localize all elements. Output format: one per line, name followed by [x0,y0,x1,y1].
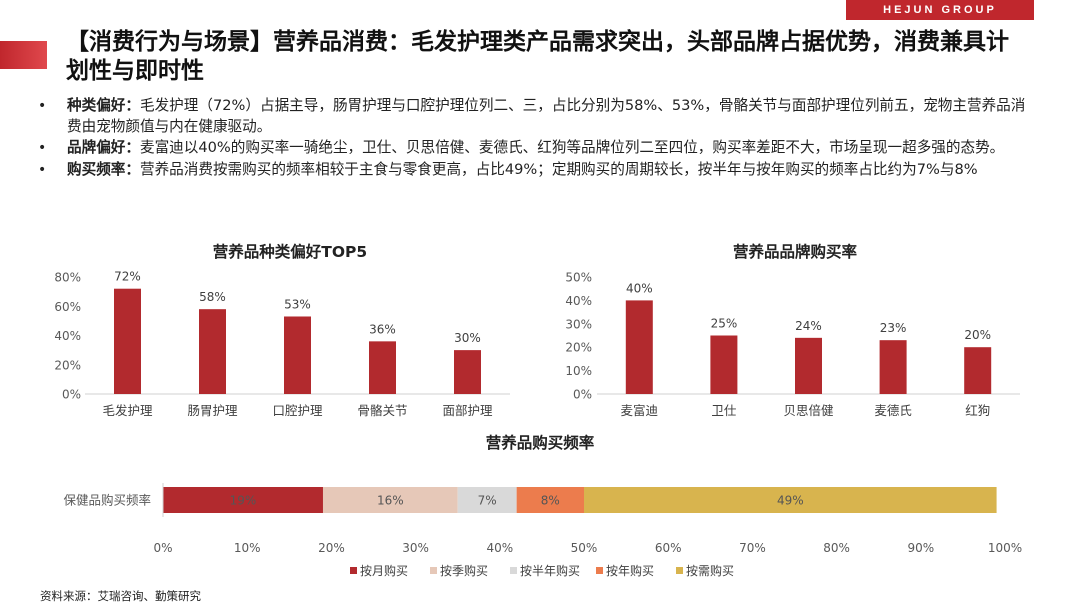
bar [964,347,992,394]
data-label: 20% [964,328,991,342]
bar [284,316,311,394]
chart-title: 营养品品牌购买率 [733,242,858,261]
legend-label: 按年购买 [606,563,654,578]
bullet-list: 种类偏好：毛发护理（72%）占据主导，肠胃护理与口腔护理位列二、三，占比分别为5… [38,96,1038,181]
bullet-label: 品牌偏好： [67,139,140,156]
bar [795,337,822,394]
x-tick-label: 肠胃护理 [187,403,238,418]
data-label: 24% [795,319,822,333]
bullet-label: 种类偏好： [67,97,140,114]
x-tick-label: 麦富迪 [621,403,659,418]
bar [625,300,653,394]
x-tick-label: 70% [739,541,766,555]
y-tick-label: 30% [565,317,592,331]
y-tick-label: 0% [573,388,592,402]
bar [454,350,481,394]
segment-label: 7% [478,494,497,508]
x-tick-label: 毛发护理 [102,403,153,418]
legend-swatch [350,567,357,574]
data-label: 72% [114,270,141,284]
y-tick-label: 0% [62,388,81,402]
bar [710,335,738,394]
data-label: 53% [284,297,311,311]
x-tick-label: 90% [907,541,934,555]
bullet-item: 种类偏好：毛发护理（72%）占据主导，肠胃护理与口腔护理位列二、三，占比分别为5… [38,96,1038,137]
x-tick-label: 50% [571,541,598,555]
y-tick-label: 20% [565,341,592,355]
bullet-item: 品牌偏好：麦富迪以40%的购买率一骑绝尘，卫仕、贝思倍健、麦德氏、红狗等品牌位列… [38,138,1038,159]
x-tick-label: 骨骼关节 [357,403,407,418]
x-tick-label: 麦德氏 [874,403,912,418]
y-tick-label: 40% [54,329,81,343]
x-tick-label: 口腔护理 [272,403,323,418]
x-tick-label: 80% [823,541,850,555]
x-tick-label: 60% [655,541,682,555]
x-tick-label: 40% [486,541,513,555]
x-tick-label: 卫仕 [711,403,737,418]
data-label: 30% [454,331,481,345]
segment-label: 19% [230,494,257,508]
brand-logo: HEJUN GROUP [846,0,1034,20]
bar [199,309,226,394]
bar [879,340,907,394]
legend-label: 按季购买 [440,563,488,578]
x-tick-label: 0% [153,541,172,555]
legend-swatch [430,567,437,574]
stacked-segment [584,487,997,513]
stacked-segment [457,487,517,513]
legend-label: 按月购买 [360,563,408,578]
segment-label: 49% [777,494,804,508]
data-label: 25% [711,317,738,331]
data-label: 58% [199,290,226,304]
bullet-text: 毛发护理（72%）占据主导，肠胃护理与口腔护理位列二、三，占比分别为58%、53… [67,97,1026,135]
title-accent-bar [0,41,47,69]
page-title: 【消费行为与场景】营养品消费：毛发护理类产品需求突出，头部品牌占据优势，消费兼具… [66,29,1009,84]
y-tick-label: 10% [565,364,592,378]
bullet-text: 麦富迪以40%的购买率一骑绝尘，卫仕、贝思倍健、麦德氏、红狗等品牌位列二至四位，… [139,139,1005,156]
x-tick-label: 30% [402,541,429,555]
bullet-label: 购买频率： [67,160,140,178]
segment-label: 16% [377,494,404,508]
legend-swatch [596,567,603,574]
bullet-item: 购买频率：营养品消费按需购买的频率相较于主食与零食更高，占比49%；定期购买的周… [38,160,1038,181]
x-tick-label: 贝思倍健 [783,403,834,418]
y-tick-label: 40% [565,294,592,308]
stacked-segment [516,487,584,513]
data-label: 23% [880,321,907,335]
y-tick-label: 60% [54,300,81,314]
legend-label: 按需购买 [686,563,734,578]
y-tick-label: 50% [565,271,592,285]
chart-title: 营养品种类偏好TOP5 [213,242,367,261]
chart-title: 营养品购买频率 [486,433,595,452]
y-tick-label: 80% [54,271,81,285]
bar [114,288,141,394]
source-note: 资料来源：艾瑞咨询、勤策研究 [40,589,201,603]
bar [369,341,396,394]
data-label: 40% [626,281,653,295]
x-tick-label: 20% [318,541,345,555]
x-tick-label: 10% [234,541,261,555]
stacked-segment [163,487,323,513]
x-tick-label: 100% [988,541,1022,555]
segment-label: 8% [541,494,560,508]
bullet-text: 营养品消费按需购买的频率相较于主食与零食更高，占比49%；定期购买的周期较长，按… [139,160,978,178]
category-label: 保健品购买频率 [63,493,151,508]
legend-swatch [510,567,517,574]
data-label: 36% [369,322,396,336]
x-tick-label: 面部护理 [442,403,493,418]
x-tick-label: 红狗 [965,403,990,418]
legend-label: 按半年购买 [520,563,580,578]
legend-swatch [676,567,683,574]
stacked-segment [322,487,458,513]
y-tick-label: 20% [54,358,81,372]
